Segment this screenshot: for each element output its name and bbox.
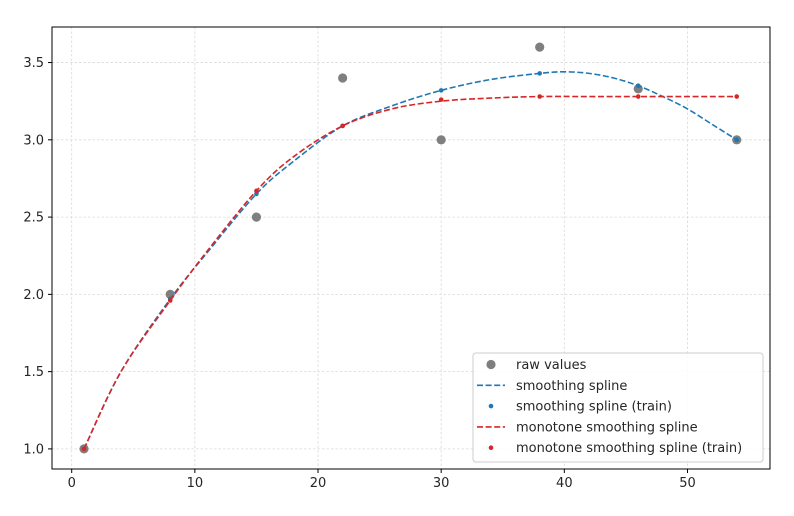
legend-swatch-raw-values xyxy=(486,359,496,370)
x-tick-label: 50 xyxy=(679,476,696,491)
x-tick-label: 30 xyxy=(433,476,450,491)
legend-label-monotone-smoothing-spline-train: monotone smoothing spline (train) xyxy=(516,441,742,456)
smoothing-spline-train-point xyxy=(438,88,444,93)
x-tick-label: 20 xyxy=(310,476,327,491)
raw-values-point xyxy=(338,73,348,83)
monotone-smoothing-spline-train-point xyxy=(254,188,259,194)
monotone-smoothing-spline-train-point xyxy=(81,446,87,452)
monotone-smoothing-spline-train-point xyxy=(537,94,542,99)
legend-label-smoothing-spline: smoothing spline xyxy=(516,379,627,394)
y-tick-label: 2.5 xyxy=(23,211,44,226)
legend-swatch-smoothing-spline-train xyxy=(488,403,494,409)
y-tick-label: 2.0 xyxy=(23,288,44,303)
legend-label-raw-values: raw values xyxy=(516,358,587,373)
x-tick-label: 10 xyxy=(187,476,204,491)
monotone-smoothing-spline-train-point xyxy=(167,298,173,303)
y-tick-label: 1.5 xyxy=(23,365,44,380)
y-tick-label: 1.0 xyxy=(23,442,44,457)
legend-label-smoothing-spline-train: smoothing spline (train) xyxy=(516,400,672,415)
legend-label-monotone-smoothing-spline: monotone smoothing spline xyxy=(516,420,698,435)
axis-layer: 0 10 20 30 40 50 1.0 1.5 2.0 2.5 3.0 3.5 xyxy=(23,56,695,491)
smoothing-spline-train-point xyxy=(635,83,641,89)
raw-values-point xyxy=(535,42,545,52)
monotone-smoothing-spline-train-point xyxy=(340,123,345,129)
monotone-smoothing-spline-train-point xyxy=(635,94,641,99)
legend-swatch-monotone-smoothing-spline-train xyxy=(488,445,494,451)
monotone-smoothing-spline-train-point xyxy=(438,97,444,102)
legend-box xyxy=(472,352,764,463)
smoothing-spline-train-point xyxy=(537,71,542,76)
monotone-smoothing-spline-train-point xyxy=(734,94,740,99)
smoothing-spline-train-point xyxy=(734,137,740,143)
raw-values-point xyxy=(436,135,446,145)
series-layer xyxy=(79,42,742,454)
plot-frame xyxy=(51,26,771,470)
y-tick-label: 3.5 xyxy=(23,56,44,71)
raw-values-point xyxy=(251,212,262,222)
legend: raw values smoothing spline smoothing spli… xyxy=(472,352,764,463)
y-tick-label: 3.0 xyxy=(23,133,44,148)
x-tick-label: 0 xyxy=(68,476,76,491)
x-tick-label: 40 xyxy=(556,476,573,491)
